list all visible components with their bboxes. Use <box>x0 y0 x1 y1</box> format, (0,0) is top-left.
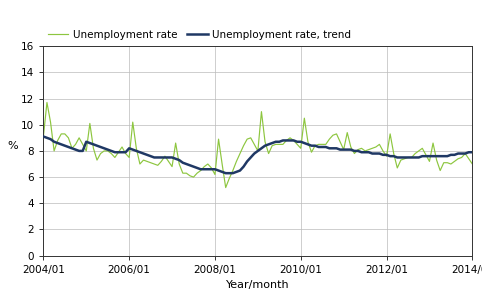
Legend: Unemployment rate, Unemployment rate, trend: Unemployment rate, Unemployment rate, tr… <box>43 26 356 44</box>
Unemployment rate <box>230 169 236 172</box>
Unemployment rate, trend <box>469 150 475 154</box>
Unemployment rate <box>223 186 228 189</box>
Y-axis label: %: % <box>7 141 18 151</box>
Unemployment rate <box>87 122 93 125</box>
Line: Unemployment rate: Unemployment rate <box>43 103 472 188</box>
Unemployment rate <box>469 162 475 166</box>
Unemployment rate, trend <box>40 135 46 138</box>
Unemployment rate, trend <box>334 146 339 150</box>
Unemployment rate <box>448 162 454 166</box>
Unemployment rate, trend <box>444 154 450 158</box>
Unemployment rate, trend <box>83 140 89 144</box>
Unemployment rate <box>337 140 343 144</box>
Unemployment rate <box>316 143 321 146</box>
Unemployment rate <box>144 160 150 163</box>
Unemployment rate <box>40 135 46 138</box>
Unemployment rate, trend <box>223 171 228 175</box>
Unemployment rate <box>44 101 50 104</box>
Unemployment rate, trend <box>227 171 232 175</box>
X-axis label: Year/month: Year/month <box>226 280 290 290</box>
Unemployment rate, trend <box>141 152 147 156</box>
Unemployment rate, trend <box>312 144 318 148</box>
Line: Unemployment rate, trend: Unemployment rate, trend <box>43 136 472 173</box>
